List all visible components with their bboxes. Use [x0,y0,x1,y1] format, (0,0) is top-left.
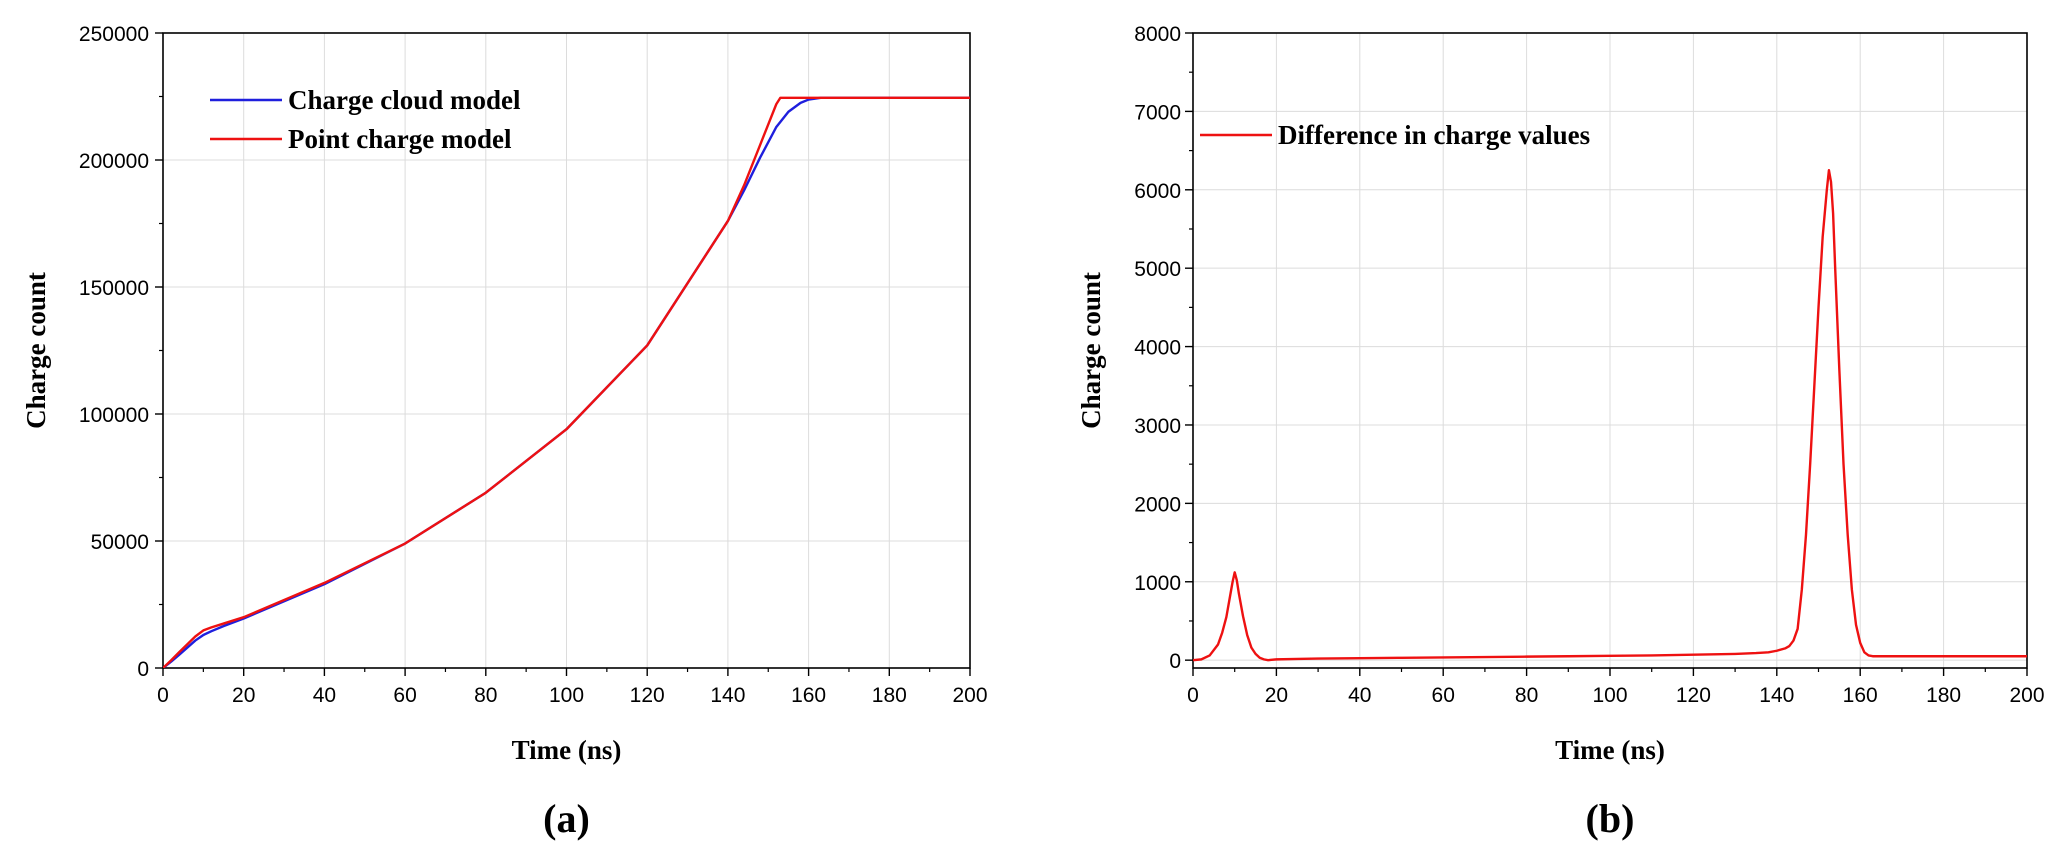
x-tick-label: 20 [1265,684,1288,707]
y-tick-label: 0 [137,658,149,681]
x-tick-label: 100 [1592,684,1627,707]
chart-panel-a: 0 20 40 60 80 100 120 140 160 180 200 0 50000 100000 1… [21,23,988,841]
y-tick-label: 150000 [79,277,149,300]
x-tick-label: 160 [1843,684,1878,707]
y-tick-label: 2000 [1134,493,1181,516]
x-tick-label: 200 [952,684,987,707]
y-tick-label: 50000 [91,531,149,554]
y-tick-label: 5000 [1134,258,1181,281]
y-tick-label: 0 [1169,650,1181,673]
x-tick-label: 180 [1926,684,1961,707]
x-tick-label: 60 [393,684,416,707]
y-tick-label: 7000 [1134,101,1181,124]
legend-label: Point charge model [288,124,512,154]
series-line-1 [1193,168,2027,662]
x-tick-label: 200 [2009,684,2044,707]
panel-label: (b) [1586,796,1635,841]
legend-label: Charge cloud model [288,85,521,115]
y-tick-label: 8000 [1134,23,1181,46]
x-tick-label: 40 [1348,684,1371,707]
x-tick-label: 140 [710,684,745,707]
x-tick-label: 180 [872,684,907,707]
y-tick-label: 200000 [79,150,149,173]
y-tick-label: 4000 [1134,337,1181,360]
chart-panel-b: 0 20 40 60 80 100 120 140 160 180 2000100020003000… [1076,23,2045,841]
x-tick-label: 80 [474,684,497,707]
y-axis-title: Charge count [21,272,51,429]
x-tick-label: 80 [1515,684,1538,707]
x-tick-label: 40 [313,684,336,707]
x-tick-label: 0 [157,684,169,707]
panel-label: (a) [543,796,590,841]
x-tick-label: 100 [549,684,584,707]
y-tick-label: 1000 [1134,572,1181,595]
x-tick-label: 0 [1187,684,1199,707]
y-axis-title: Charge count [1076,272,1106,429]
x-tick-label: 140 [1759,684,1794,707]
y-tick-label: 3000 [1134,415,1181,438]
x-tick-label: 60 [1432,684,1455,707]
legend-label: Difference in charge values [1278,120,1590,150]
series-line-2 [163,96,970,668]
x-tick-label: 120 [1676,684,1711,707]
y-tick-label: 250000 [79,23,149,46]
y-tick-label: 100000 [79,404,149,427]
x-axis-title: Time (ns) [1555,735,1665,765]
x-tick-label: 160 [791,684,826,707]
y-tick-label: 6000 [1134,180,1181,203]
x-tick-label: 20 [232,684,255,707]
x-axis-title: Time (ns) [512,735,622,765]
x-tick-label: 120 [630,684,665,707]
